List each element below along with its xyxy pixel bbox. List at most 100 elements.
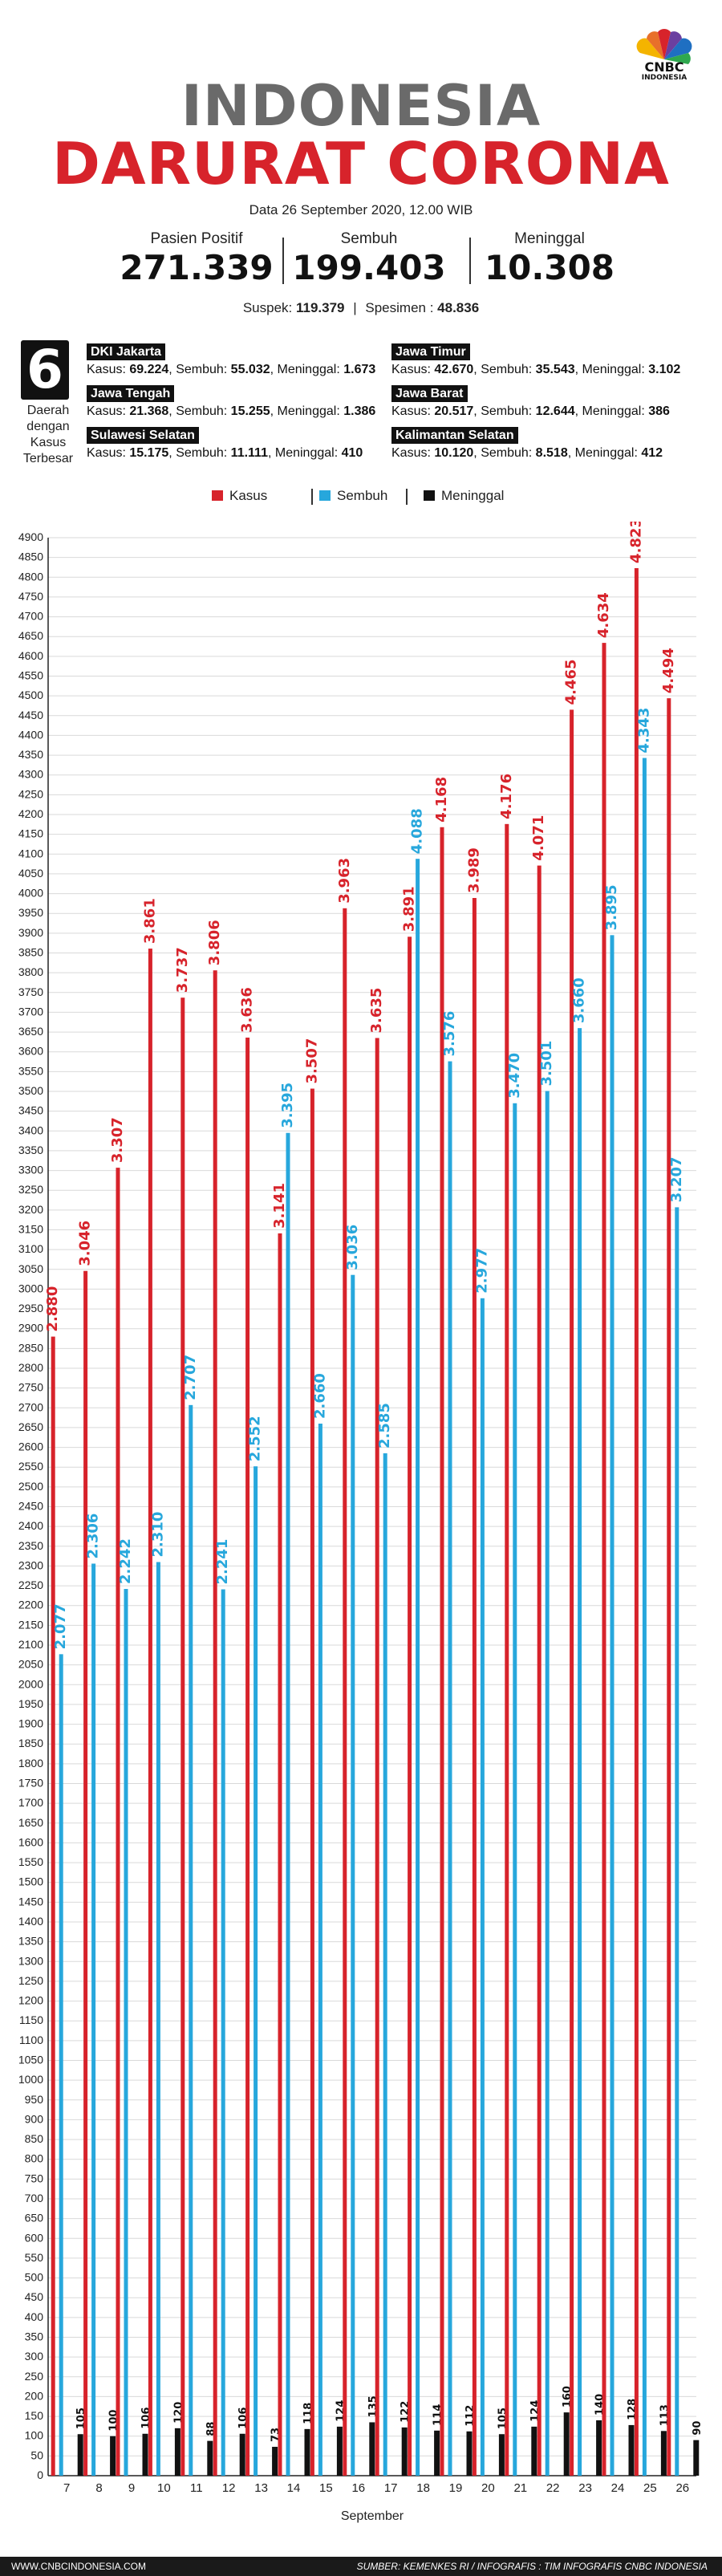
y-tick-label: 3800 bbox=[18, 965, 43, 978]
suspek-value: 119.379 bbox=[295, 300, 345, 315]
y-tick-label: 4250 bbox=[18, 787, 43, 800]
data-label-kasus: 3.737 bbox=[174, 947, 191, 993]
y-tick-label: 50 bbox=[30, 2448, 43, 2461]
bar-kasus bbox=[667, 698, 671, 2476]
meninggal-value: 3.102 bbox=[648, 363, 681, 376]
bar-meninggal bbox=[239, 2433, 245, 2476]
bar-sembuh bbox=[416, 859, 420, 2476]
y-tick-label: 150 bbox=[25, 2409, 44, 2422]
suspek-spesimen-line: Suspek: 119.379 | Spesimen : 48.836 bbox=[0, 300, 722, 316]
bar-meninggal bbox=[272, 2447, 278, 2476]
bar-sembuh bbox=[480, 1298, 485, 2476]
y-tick-label: 2800 bbox=[18, 1361, 43, 1374]
legend-divider bbox=[311, 489, 313, 505]
bar-kasus bbox=[278, 1233, 282, 2476]
y-tick-label: 1350 bbox=[18, 1935, 43, 1948]
bar-kasus bbox=[148, 949, 152, 2476]
stat-divider bbox=[282, 238, 284, 284]
y-tick-label: 2200 bbox=[18, 1599, 43, 1611]
kasus-label: Kasus: bbox=[391, 404, 435, 418]
x-tick-label: 16 bbox=[351, 2481, 365, 2495]
data-label-kasus: 3.806 bbox=[206, 920, 223, 965]
data-label-kasus: 4.176 bbox=[498, 774, 515, 819]
y-tick-label: 4300 bbox=[18, 768, 43, 781]
region-details: Kasus: 15.175, Sembuh: 11.111, Meninggal… bbox=[87, 445, 363, 462]
meninggal-value: 410 bbox=[341, 446, 363, 460]
data-label-sembuh: 3.501 bbox=[538, 1041, 555, 1087]
y-tick-label: 2000 bbox=[18, 1677, 43, 1690]
legend-divider bbox=[406, 489, 408, 505]
data-label-sembuh: 3.207 bbox=[668, 1156, 685, 1202]
y-tick-label: 1900 bbox=[18, 1717, 43, 1730]
y-tick-label: 4100 bbox=[18, 847, 43, 859]
bar-sembuh bbox=[448, 1061, 452, 2476]
region-item: Jawa Timur Kasus: 42.670, Sembuh: 35.543,… bbox=[391, 343, 680, 379]
sembuh-value: 12.644 bbox=[535, 404, 575, 418]
data-label-sembuh: 2.552 bbox=[247, 1416, 264, 1461]
y-tick-label: 1800 bbox=[18, 1757, 43, 1769]
bar-meninggal bbox=[207, 2440, 213, 2476]
bar-meninggal bbox=[110, 2436, 116, 2476]
y-tick-label: 1750 bbox=[18, 1777, 43, 1790]
y-tick-label: 3950 bbox=[18, 906, 43, 919]
bar-sembuh bbox=[124, 1589, 128, 2476]
y-tick-label: 1450 bbox=[18, 1895, 43, 1908]
y-tick-label: 3850 bbox=[18, 946, 43, 959]
sembuh-value: 8.518 bbox=[535, 446, 568, 460]
y-tick-label: 1100 bbox=[19, 2034, 43, 2046]
meninggal-label: , Meninggal: bbox=[574, 404, 649, 418]
spesimen-value: 48.836 bbox=[437, 300, 480, 315]
kasus-value: 20.517 bbox=[434, 404, 474, 418]
y-tick-label: 4800 bbox=[18, 570, 43, 583]
y-tick-label: 200 bbox=[25, 2389, 44, 2402]
y-tick-label: 1150 bbox=[19, 2013, 43, 2026]
chart-legend: Kasus Sembuh Meninggal bbox=[0, 487, 722, 506]
kasus-value: 21.368 bbox=[129, 404, 169, 418]
region-item: Kalimantan Selatan Kasus: 10.120, Sembuh:… bbox=[391, 427, 663, 462]
bar-sembuh bbox=[318, 1424, 322, 2476]
y-tick-label: 3550 bbox=[18, 1064, 43, 1077]
kasus-label: Kasus: bbox=[391, 363, 435, 376]
y-tick-label: 4050 bbox=[18, 867, 43, 880]
spesimen-label: Spesimen : bbox=[365, 300, 438, 315]
bar-meninggal bbox=[628, 2424, 635, 2476]
bar-kasus bbox=[537, 865, 542, 2476]
y-tick-label: 4600 bbox=[18, 649, 43, 662]
bar-meninggal bbox=[304, 2428, 310, 2476]
y-tick-label: 2300 bbox=[18, 1558, 43, 1571]
region-details: Kasus: 20.517, Sembuh: 12.644, Meninggal… bbox=[391, 403, 670, 421]
data-label-sembuh: 3.036 bbox=[344, 1225, 361, 1270]
y-tick-label: 1700 bbox=[18, 1796, 43, 1809]
kasus-label: Kasus: bbox=[87, 404, 130, 418]
y-tick-label: 950 bbox=[25, 2093, 44, 2106]
bar-kasus bbox=[570, 709, 574, 2476]
kasus-label: Kasus: bbox=[87, 446, 130, 460]
subline-divider: | bbox=[353, 300, 357, 315]
legend-swatch-black bbox=[424, 490, 435, 501]
bar-sembuh bbox=[59, 1654, 63, 2476]
bar-sembuh bbox=[91, 1563, 96, 2476]
legend-label: Sembuh bbox=[337, 488, 388, 503]
stat-divider bbox=[469, 238, 471, 284]
x-tick-label: 10 bbox=[157, 2481, 171, 2495]
stat-label: Meninggal bbox=[514, 230, 585, 247]
bar-meninggal bbox=[336, 2426, 343, 2476]
y-tick-label: 2250 bbox=[18, 1579, 43, 1591]
x-axis-label: September bbox=[341, 2509, 404, 2523]
bar-kasus bbox=[505, 823, 509, 2476]
bar-kasus bbox=[440, 827, 444, 2476]
stat-value: 271.339 bbox=[120, 248, 274, 287]
bar-meninggal bbox=[466, 2431, 473, 2476]
x-tick-label: 9 bbox=[128, 2481, 135, 2495]
suspek-label: Suspek: bbox=[242, 300, 296, 315]
x-tick-label: 25 bbox=[643, 2481, 657, 2495]
sembuh-value: 55.032 bbox=[230, 363, 270, 376]
x-tick-label: 12 bbox=[222, 2481, 236, 2495]
page-title-line2: DARURAT CORONA bbox=[52, 130, 670, 197]
region-count-badge: 6 bbox=[21, 340, 69, 400]
region-name: Jawa Tengah bbox=[87, 385, 175, 402]
bar-kasus bbox=[310, 1088, 314, 2476]
daily-cases-bar-chart: 0 50 100 150 200 250 300 350 400 450 500 550 600 650 7… bbox=[18, 522, 704, 2523]
page-title-line1: INDONESIA bbox=[180, 73, 542, 139]
x-tick-label: 13 bbox=[254, 2481, 268, 2495]
